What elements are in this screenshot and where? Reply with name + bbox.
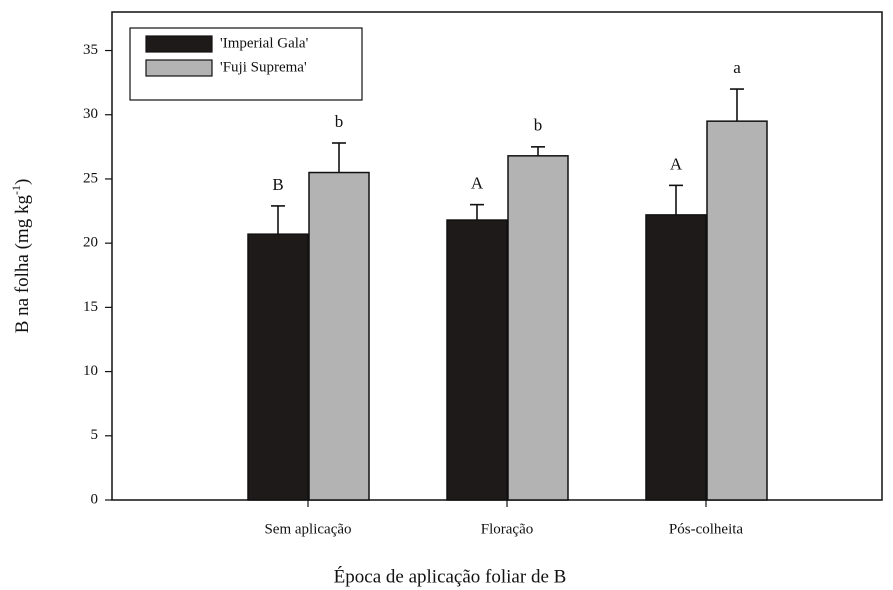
bar: [247, 233, 309, 501]
x-axis-label: Época de aplicação foliar de B: [334, 565, 567, 587]
y-tick-label: 30: [83, 106, 98, 122]
y-axis-label: B na folha (mg kg-1): [9, 179, 34, 334]
significance-letter: b: [534, 116, 543, 135]
bar: [706, 120, 768, 501]
x-tick-label: Floração: [481, 521, 533, 537]
significance-letter: A: [471, 174, 484, 193]
significance-letter: b: [335, 112, 344, 131]
y-tick-label: 15: [83, 299, 98, 315]
bar: [446, 219, 508, 501]
x-tick-label: Sem aplicação: [264, 521, 351, 537]
legend-swatch: [145, 59, 213, 77]
y-label-sup: -1: [9, 185, 23, 195]
x-tick-label: Pós-colheita: [669, 521, 743, 537]
legend-label: 'Imperial Gala': [220, 35, 309, 51]
significance-letter: A: [670, 154, 683, 173]
significance-letter: B: [272, 175, 283, 194]
bar: [645, 214, 707, 501]
y-label-suffix: ): [12, 179, 33, 185]
y-tick-label: 20: [83, 235, 98, 251]
y-tick-label: 25: [83, 170, 98, 186]
y-tick-label: 5: [91, 427, 99, 443]
y-tick-label: 10: [83, 363, 98, 379]
legend-swatch: [145, 35, 213, 53]
bar: [308, 171, 370, 501]
significance-letter: a: [733, 58, 741, 77]
bar: [507, 155, 569, 501]
y-tick-label: 0: [91, 491, 99, 507]
y-tick-label: 35: [83, 42, 98, 58]
y-label-text: B na folha (mg kg: [12, 195, 33, 334]
legend-label: 'Fuji Suprema': [220, 59, 307, 75]
